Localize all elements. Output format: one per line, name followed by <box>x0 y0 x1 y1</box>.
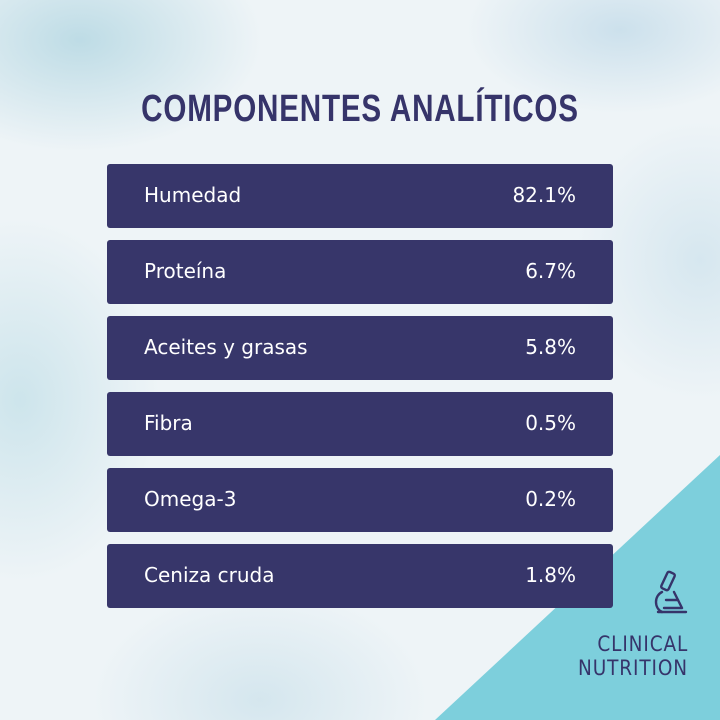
row-value: 1.8% <box>525 563 576 587</box>
table-row: Aceites y grasas 5.8% <box>107 316 613 380</box>
row-label: Proteína <box>144 259 227 283</box>
logo-line: NUTRITION <box>578 656 688 680</box>
row-label: Aceites y grasas <box>144 335 308 359</box>
title: COMPONENTES ANALÍTICOS <box>141 88 579 130</box>
row-value: 0.2% <box>525 487 576 511</box>
row-label: Omega-3 <box>144 487 237 511</box>
table-row: Ceniza cruda 1.8% <box>107 544 613 608</box>
row-value: 82.1% <box>512 183 576 207</box>
row-value: 0.5% <box>525 411 576 435</box>
table-row: Proteína 6.7% <box>107 240 613 304</box>
table-row: Humedad 82.1% <box>107 164 613 228</box>
microscope-icon <box>654 570 688 614</box>
row-label: Fibra <box>144 411 193 435</box>
row-label: Humedad <box>144 183 242 207</box>
row-value: 5.8% <box>525 335 576 359</box>
logo-line: CLINICAL <box>597 632 688 656</box>
table-row: Omega-3 0.2% <box>107 468 613 532</box>
row-label: Ceniza cruda <box>144 563 275 587</box>
row-value: 6.7% <box>525 259 576 283</box>
table-row: Fibra 0.5% <box>107 392 613 456</box>
